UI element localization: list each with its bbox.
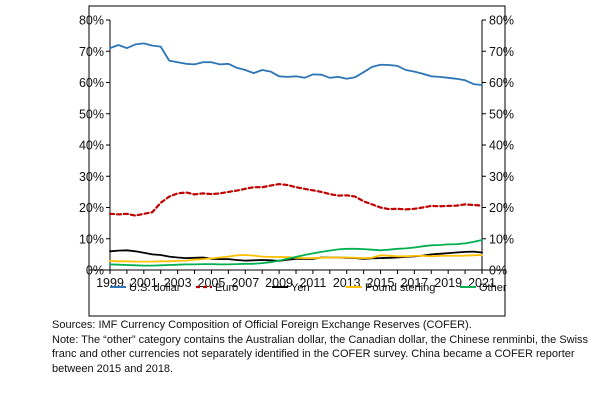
legend-label-other: Other [479, 282, 507, 294]
x-tick-label: 2015 [367, 276, 395, 290]
series-lines [108, 42, 484, 267]
right-y-tick-label: 70% [489, 45, 514, 59]
note-line-2: franc and other currencies not separatel… [52, 348, 575, 360]
left-y-tick-label: 50% [79, 107, 104, 121]
left-y-tick-label: 0% [86, 264, 104, 278]
series-line-usd [109, 42, 483, 86]
chart-notes: Sources: IMF Currency Composition of Off… [52, 318, 592, 376]
legend-label-yen: Yen [291, 282, 310, 294]
left-y-tick-label: 10% [79, 232, 104, 246]
legend-label-gbp: Pound sterling [365, 282, 435, 294]
left-y-ticks: 0% 10% 20% 30% 40% 50% 60% 70% 80% [79, 14, 110, 278]
x-tick-label: 2017 [400, 276, 428, 290]
right-y-tick-label: 30% [489, 170, 514, 184]
left-y-tick-label: 40% [79, 139, 104, 153]
right-y-tick-label: 60% [489, 76, 514, 90]
x-ticks: 1999 2001 2003 2005 2007 2009 2011 2013 2015 2017… [96, 270, 496, 290]
x-tick-label: 2001 [130, 276, 158, 290]
note-line-1: Note: The “other” category contains the … [52, 333, 589, 346]
series-line-euro [108, 183, 484, 217]
note-line-3: between 2015 and 2018. [52, 362, 174, 375]
legend-label-euro: Euro [215, 282, 238, 294]
series-line-other [109, 239, 483, 267]
legend: U.S. dollar Euro Yen Pound sterling Other [110, 282, 507, 294]
x-tick-label: 2007 [231, 276, 259, 290]
legend-label-usd: U.S. dollar [129, 282, 181, 294]
left-y-tick-label: 20% [79, 201, 104, 215]
left-y-tick-label: 30% [79, 170, 104, 184]
x-tick-label: 2011 [299, 276, 326, 290]
right-y-tick-label: 40% [489, 139, 514, 153]
right-y-tick-label: 20% [489, 201, 514, 215]
right-y-ticks: 0% 10% 20% 30% 40% 50% 60% 70% 80% [482, 14, 514, 278]
left-y-tick-label: 70% [79, 45, 104, 59]
plot-frame [88, 5, 506, 317]
x-tick-label: 2019 [434, 276, 462, 290]
left-y-tick-label: 80% [79, 14, 104, 28]
sources-text: Sources: IMF Currency Composition of Off… [52, 319, 472, 331]
currency-share-chart: 0% 10% 20% 30% 40% 50% 60% 70% 80% 0% 10% 20% 30% 40… [79, 5, 514, 317]
right-y-tick-label: 80% [489, 14, 514, 28]
left-y-tick-label: 60% [79, 76, 104, 90]
x-tick-label: 2003 [164, 276, 192, 290]
right-y-tick-label: 10% [489, 232, 514, 246]
right-y-tick-label: 50% [489, 107, 514, 121]
right-y-tick-label: 0% [489, 264, 507, 278]
